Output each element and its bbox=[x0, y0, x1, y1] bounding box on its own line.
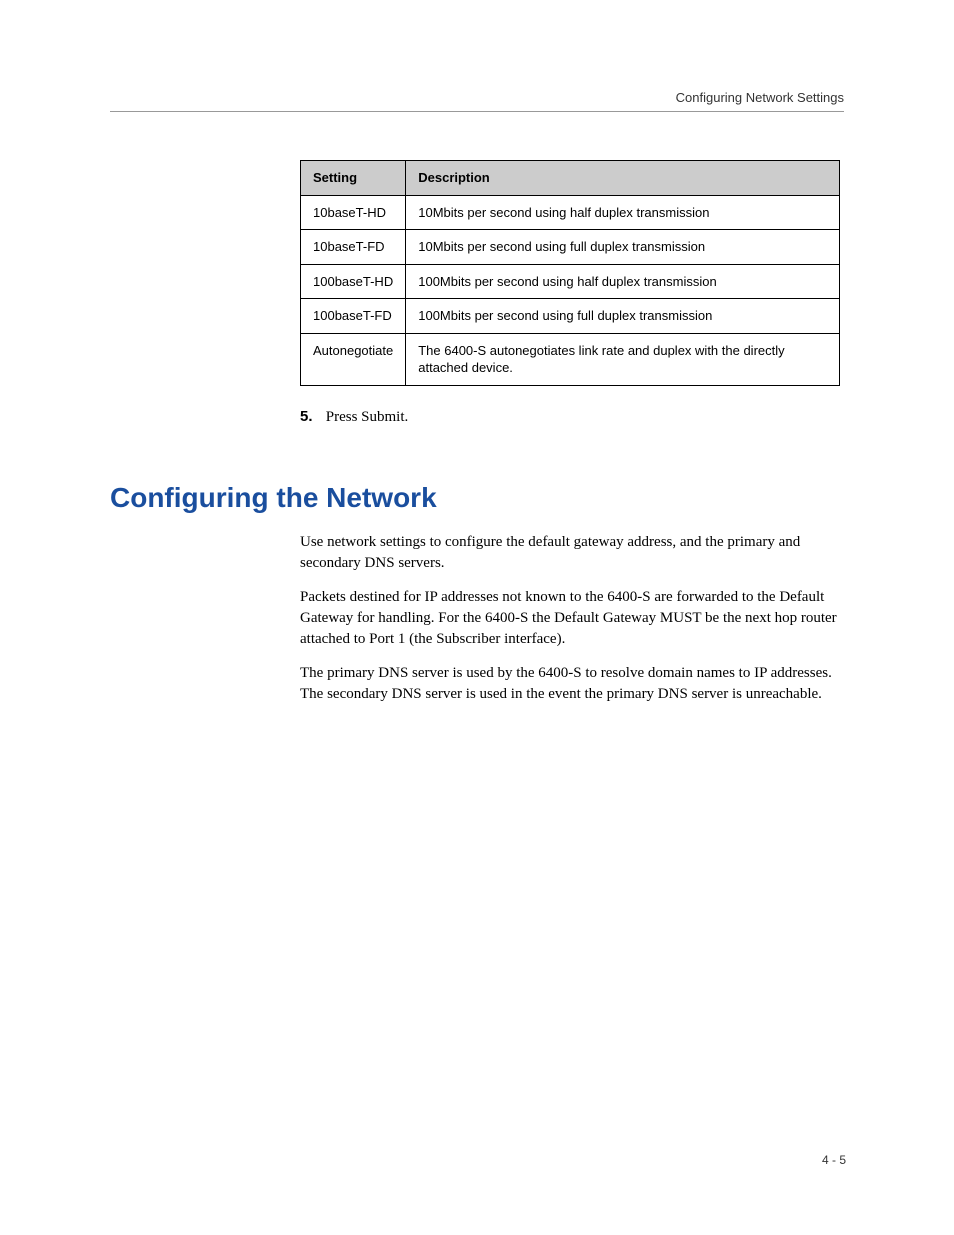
col-header-description: Description bbox=[406, 161, 840, 196]
page-header-breadcrumb: Configuring Network Settings bbox=[110, 90, 844, 105]
cell-setting: 100baseT-HD bbox=[301, 264, 406, 299]
cell-setting: Autonegotiate bbox=[301, 333, 406, 385]
col-header-setting: Setting bbox=[301, 161, 406, 196]
cell-description: The 6400-S autonegotiates link rate and … bbox=[406, 333, 840, 385]
body-paragraph: Use network settings to configure the de… bbox=[300, 532, 844, 573]
step-item: 5. Press Submit. bbox=[300, 408, 844, 426]
table-header-row: Setting Description bbox=[301, 161, 840, 196]
cell-description: 10Mbits per second using half duplex tra… bbox=[406, 195, 840, 230]
cell-setting: 100baseT-FD bbox=[301, 299, 406, 334]
table-row: 100baseT-FD 100Mbits per second using fu… bbox=[301, 299, 840, 334]
section-heading: Configuring the Network bbox=[110, 482, 844, 514]
step-number: 5. bbox=[300, 408, 322, 425]
step-text: Press Submit. bbox=[326, 409, 409, 425]
table-row: Autonegotiate The 6400-S autonegotiates … bbox=[301, 333, 840, 385]
cell-setting: 10baseT-FD bbox=[301, 230, 406, 265]
settings-table: Setting Description 10baseT-HD 10Mbits p… bbox=[300, 160, 840, 386]
body-paragraph: The primary DNS server is used by the 64… bbox=[300, 663, 844, 704]
table-row: 10baseT-HD 10Mbits per second using half… bbox=[301, 195, 840, 230]
header-rule bbox=[110, 111, 844, 112]
body-paragraph: Packets destined for IP addresses not kn… bbox=[300, 587, 844, 649]
page-number: 4 - 5 bbox=[822, 1153, 846, 1167]
cell-description: 100Mbits per second using full duplex tr… bbox=[406, 299, 840, 334]
cell-description: 100Mbits per second using half duplex tr… bbox=[406, 264, 840, 299]
cell-description: 10Mbits per second using full duplex tra… bbox=[406, 230, 840, 265]
table-row: 100baseT-HD 100Mbits per second using ha… bbox=[301, 264, 840, 299]
cell-setting: 10baseT-HD bbox=[301, 195, 406, 230]
table-row: 10baseT-FD 10Mbits per second using full… bbox=[301, 230, 840, 265]
